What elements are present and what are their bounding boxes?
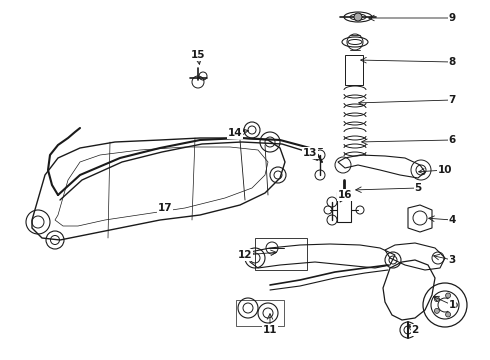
Text: 16: 16 (338, 190, 352, 200)
Bar (236, 300, 284, 326)
Circle shape (445, 293, 451, 298)
Text: 9: 9 (448, 13, 456, 23)
Text: 17: 17 (158, 203, 172, 213)
Text: 15: 15 (191, 50, 205, 60)
Text: 12: 12 (238, 250, 252, 260)
Circle shape (435, 309, 440, 313)
Bar (255, 238, 307, 270)
Text: 7: 7 (448, 95, 456, 105)
Bar (345, 55, 363, 85)
Text: 10: 10 (438, 165, 452, 175)
Circle shape (452, 302, 458, 307)
Text: 2: 2 (412, 325, 418, 335)
Text: 13: 13 (303, 148, 317, 158)
Text: 5: 5 (415, 183, 421, 193)
Text: 11: 11 (263, 325, 277, 335)
Circle shape (354, 13, 362, 21)
Text: 8: 8 (448, 57, 456, 67)
Circle shape (435, 297, 440, 302)
Text: 4: 4 (448, 215, 456, 225)
Text: 6: 6 (448, 135, 456, 145)
Circle shape (445, 312, 451, 317)
Bar (337, 192, 351, 222)
Text: 3: 3 (448, 255, 456, 265)
Text: 14: 14 (228, 128, 243, 138)
Text: 1: 1 (448, 300, 456, 310)
